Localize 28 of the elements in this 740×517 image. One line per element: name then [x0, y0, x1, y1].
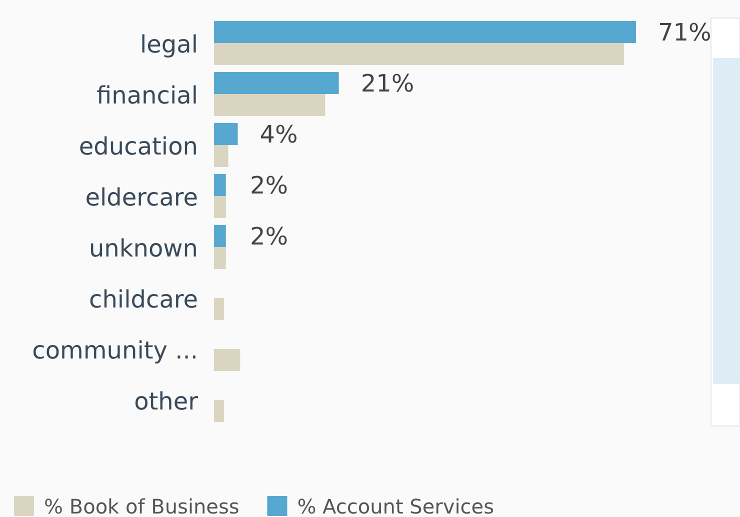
data-label: 71% — [658, 18, 712, 47]
y-tick-label: other — [134, 388, 198, 416]
bar — [214, 72, 339, 94]
data-label: 21% — [360, 70, 414, 98]
y-tick-label: eldercare — [85, 184, 198, 212]
bar — [214, 400, 224, 422]
y-tick-label: financial — [96, 82, 198, 110]
data-label: 2% — [250, 172, 288, 200]
legend-label: % Book of Business — [44, 494, 240, 517]
bar — [214, 21, 636, 43]
y-tick-label: legal — [140, 30, 198, 59]
bar — [214, 43, 624, 65]
bar — [214, 298, 224, 320]
bar — [214, 247, 226, 269]
data-label: 4% — [260, 120, 298, 149]
bar — [214, 174, 226, 196]
bar — [214, 196, 226, 218]
bar — [214, 94, 326, 116]
y-tick-label: unknown — [88, 234, 198, 263]
legend-label: % Account Services — [297, 494, 494, 517]
y-tick-label: education — [78, 132, 198, 161]
y-tick-label: childcare — [89, 286, 198, 314]
bar — [214, 349, 240, 371]
y-tick-label: community ... — [32, 336, 198, 365]
data-label: 2% — [250, 222, 288, 251]
bar — [214, 225, 226, 247]
bar — [214, 123, 238, 145]
bar — [214, 145, 228, 167]
